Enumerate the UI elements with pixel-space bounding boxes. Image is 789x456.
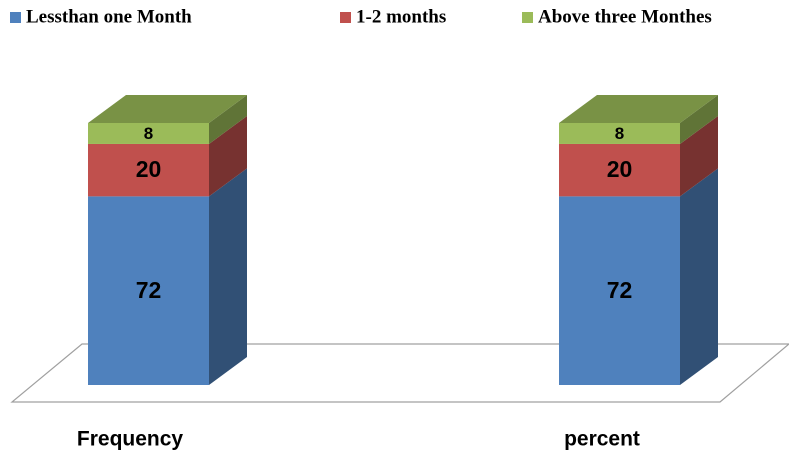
bar: [559, 196, 680, 385]
x-tick-label: percent: [564, 428, 640, 451]
x-tick-label: Frequency: [77, 428, 184, 451]
legend-label: Above three Monthes: [538, 6, 712, 27]
data-label: 72: [136, 277, 162, 303]
bar-top: [559, 95, 718, 123]
legend-swatch: [340, 12, 351, 23]
data-label: 20: [136, 156, 162, 182]
data-label: 8: [615, 124, 624, 143]
bar-top: [88, 95, 247, 123]
bar: [88, 143, 209, 197]
data-label: 20: [607, 156, 633, 182]
bar-side: [680, 95, 718, 144]
legend-swatch: [522, 12, 533, 23]
bar-side: [209, 95, 247, 144]
legend-label: Lessthan one Month: [26, 6, 192, 27]
bar: [88, 123, 209, 144]
bar: [88, 196, 209, 385]
legend-swatch: [10, 12, 21, 23]
bar-side: [209, 168, 247, 385]
legend-label: 1-2 months: [356, 6, 446, 27]
bar-side: [209, 115, 247, 197]
bar: [559, 123, 680, 144]
data-label: 8: [144, 124, 153, 143]
bar-side: [680, 115, 718, 197]
data-label: 72: [607, 277, 633, 303]
bar: [559, 143, 680, 197]
bar-side: [680, 168, 718, 385]
